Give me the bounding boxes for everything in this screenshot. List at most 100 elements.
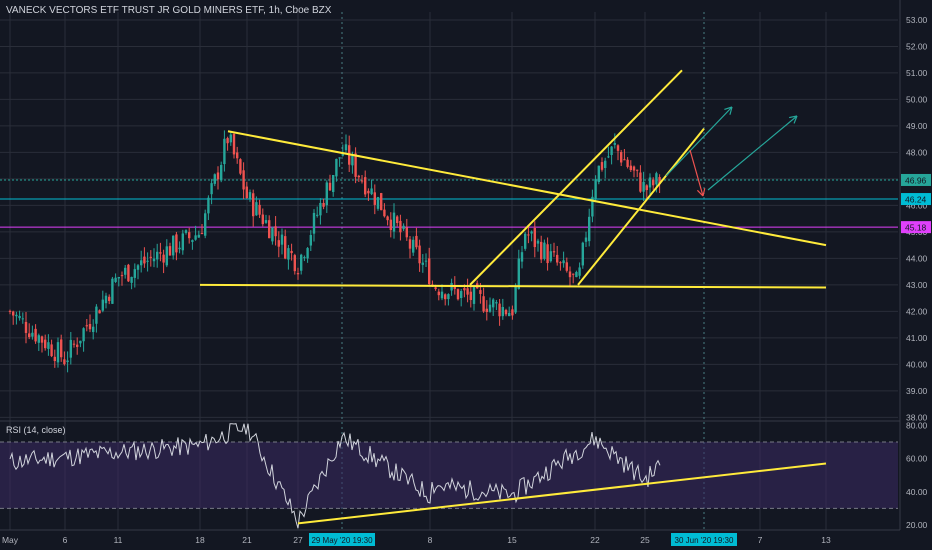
candle [325,180,328,213]
candle [460,288,463,307]
candle [498,299,501,326]
candle [268,215,271,239]
candle [63,351,66,366]
candle [204,209,207,239]
candle [18,310,21,321]
candle [370,179,373,196]
candle [143,247,146,268]
trendline[interactable] [199,283,827,289]
candle [642,171,645,202]
rsi-line [9,423,661,529]
candle [117,276,120,287]
time-tick-label: 18 [195,535,205,545]
candle [66,351,69,373]
price-tick-label: 39.00 [906,386,928,396]
candle [146,252,149,272]
candle [527,225,530,244]
candle [568,266,572,288]
candle [335,158,338,182]
candle [178,241,181,254]
candle [488,297,492,313]
candle [60,334,63,362]
candle [546,237,549,271]
candle [440,284,444,301]
time-tick-label: 13 [821,535,831,545]
time-tick-label: 15 [507,535,517,545]
candle [511,305,514,320]
candle [136,264,140,280]
candle [216,166,220,190]
candle [127,263,130,283]
candle [466,278,469,303]
candle [252,189,255,227]
candle [613,133,616,149]
channel-line[interactable] [577,127,705,286]
candle [312,209,316,242]
candle [271,226,274,245]
candle [303,255,306,262]
candle [645,184,648,200]
time-highlight-label: 30 Jun '20 19:30 [675,536,734,545]
candle [418,239,421,272]
candle [328,174,332,192]
candle [472,286,476,311]
candle [373,184,376,215]
time-highlight-label: 29 May '20 19:30 [311,536,373,545]
candle [72,340,76,348]
candle [232,132,236,159]
price-label: 46.24 [905,195,927,205]
chart-title: VANECK VECTORS ETF TRUST JR GOLD MINERS … [6,5,332,16]
price-tick-label: 44.00 [906,253,928,263]
rsi-trendline[interactable] [297,462,827,525]
candle [319,198,322,225]
trendline[interactable] [227,130,827,247]
candle [495,299,498,311]
candle [533,221,536,258]
price-tick-label: 50.00 [906,94,928,104]
candle [223,130,226,172]
candle [652,177,655,190]
rsi-tick-label: 60.00 [906,454,928,464]
candle [85,319,88,332]
green-arrow [707,115,798,191]
candle [168,242,172,256]
candle [629,160,632,172]
candle [156,243,159,268]
price-tick-label: 42.00 [906,306,928,316]
candle [34,324,37,344]
candle [175,231,178,261]
price-tick-label: 52.00 [906,41,928,51]
channel-line[interactable] [469,69,683,286]
candle [604,157,607,179]
time-highlight-box [671,533,737,546]
candle [600,157,604,172]
candle [44,334,47,351]
price-tick-label: 53.00 [906,15,928,25]
candle [12,310,15,325]
candle [296,267,300,280]
candle [501,298,504,320]
candle [517,249,520,290]
candle [530,230,533,242]
candle [98,309,101,314]
candle [322,198,325,210]
price-label: 46.96 [905,175,927,185]
candle [552,242,556,257]
candle [607,146,610,159]
candle [300,253,303,275]
candle [88,314,92,333]
candle [408,235,412,259]
candle [376,196,380,211]
candle [380,192,383,211]
price-tick-label: 41.00 [906,333,928,343]
price-tick-label: 48.00 [906,147,928,157]
candle [277,231,280,258]
candle [508,306,511,317]
candle [424,253,428,267]
price-tick-label: 40.00 [906,359,928,369]
rsi-indicator-title: RSI (14, close) [6,425,66,435]
candle [239,158,242,176]
candle [616,144,620,161]
candle [405,218,408,241]
